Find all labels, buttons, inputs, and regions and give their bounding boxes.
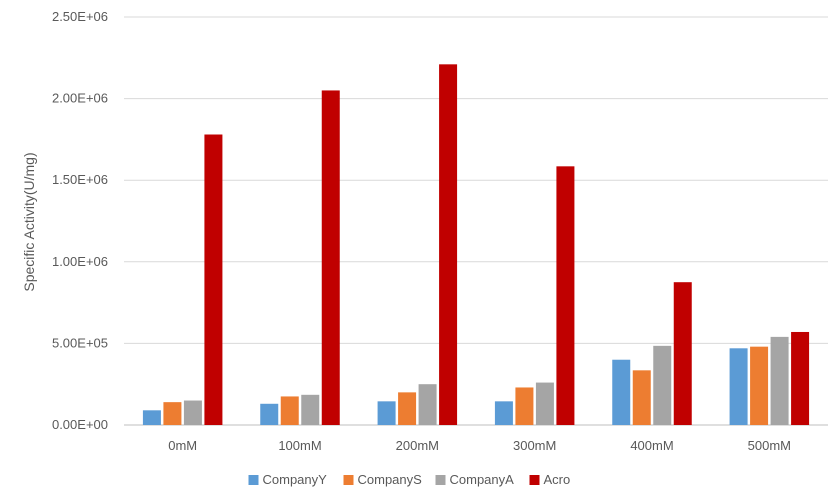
x-tick-label: 0mM (168, 438, 197, 453)
bar-companys-100mm (280, 396, 299, 425)
bar-companya-0mm (183, 400, 202, 425)
legend-swatch-companys (343, 475, 354, 485)
bar-companya-100mm (301, 394, 320, 425)
bar-acro-400mm (673, 282, 692, 425)
y-axis-ticks: 0.00E+00 5.00E+05 1.00E+06 1.50E+06 2.00E+06… (52, 9, 108, 432)
y-tick-label: 2.00E+06 (52, 91, 108, 106)
bar-companys-500mm (750, 346, 769, 425)
y-axis-title: Specific Activity(U/mg) (21, 152, 37, 291)
y-tick-label: 2.50E+06 (52, 9, 108, 24)
bar-companys-200mm (398, 392, 417, 425)
y-tick-label: 1.50E+06 (52, 172, 108, 187)
bar-companys-400mm (632, 370, 651, 425)
bar-acro-300mm (556, 166, 575, 425)
legend-label-acro: Acro (544, 472, 571, 487)
bar-companyy-100mm (260, 403, 279, 425)
x-axis-ticks: 0mM 100mM 200mM 300mM 400mM 500mM (168, 438, 791, 453)
bar-acro-100mm (321, 90, 340, 425)
x-tick-label: 200mM (396, 438, 439, 453)
x-tick-label: 300mM (513, 438, 556, 453)
bar-acro-500mm (791, 331, 810, 425)
x-tick-label: 500mM (748, 438, 791, 453)
bar-companya-200mm (418, 384, 437, 425)
legend-swatch-companyy (248, 475, 259, 485)
bar-companya-300mm (535, 382, 554, 425)
bar-companyy-400mm (612, 359, 631, 425)
bar-companys-300mm (515, 387, 534, 425)
y-tick-label: 5.00E+05 (52, 335, 108, 350)
bar-companyy-300mm (494, 401, 513, 425)
bar-companya-500mm (770, 336, 789, 425)
legend-swatch-companya (435, 475, 446, 485)
bar-companya-400mm (653, 345, 672, 425)
legend-swatch-acro (529, 475, 540, 485)
legend-label-companys: CompanyS (358, 472, 423, 487)
bar-companys-0mm (163, 402, 182, 425)
legend-label-companyy: CompanyY (263, 472, 328, 487)
x-tick-label: 100mM (278, 438, 321, 453)
bar-companyy-0mm (142, 410, 161, 425)
legend: CompanyY CompanyS CompanyA Acro (248, 472, 571, 487)
bar-acro-200mm (439, 64, 458, 425)
bar-companyy-500mm (729, 348, 748, 425)
y-tick-label: 0.00E+00 (52, 417, 108, 432)
gridlines (124, 16, 828, 426)
bar-acro-0mm (204, 134, 223, 425)
bar-companyy-200mm (377, 401, 396, 425)
y-tick-label: 1.00E+06 (52, 254, 108, 269)
legend-label-companya: CompanyA (450, 472, 515, 487)
x-tick-label: 400mM (630, 438, 673, 453)
bars (142, 64, 810, 425)
